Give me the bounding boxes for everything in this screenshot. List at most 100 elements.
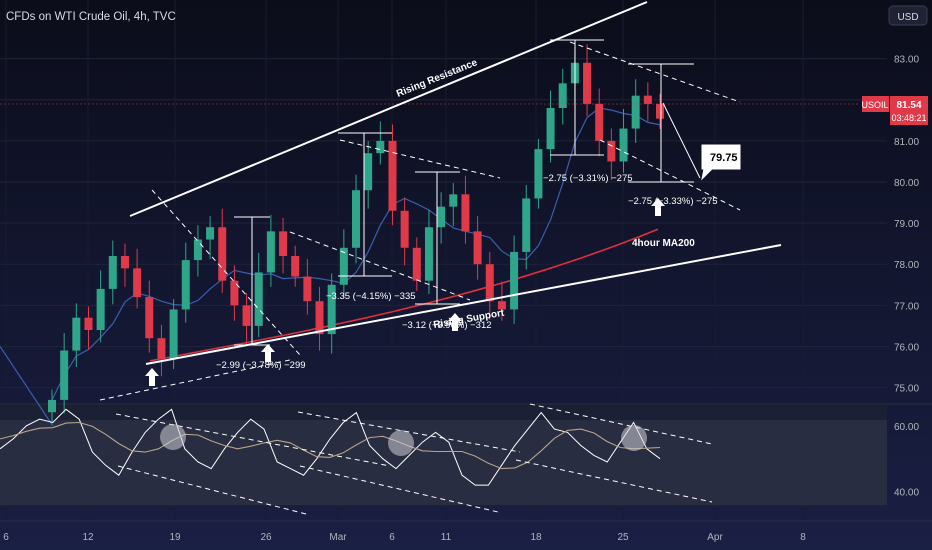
candle-body [510, 251, 519, 310]
candle-body [461, 194, 470, 232]
time-tick-label: Mar [329, 532, 347, 543]
time-tick-label: 11 [441, 532, 452, 543]
drop-label: −3.12 (−3.90%) −312 [402, 320, 492, 331]
currency-label[interactable]: USD [897, 12, 918, 23]
up-arrow-icon [261, 344, 275, 362]
time-tick-label: Apr [707, 532, 723, 543]
price-tick-label: 75.00 [894, 384, 919, 395]
price-tick-label: 81.00 [894, 137, 919, 148]
ma200-label: 4hour MA200 [632, 238, 695, 249]
candle-body [607, 140, 616, 162]
candle-body [643, 95, 652, 104]
candle-body [522, 198, 531, 252]
rsi-tick-label: 40.00 [894, 488, 919, 499]
candle-body [558, 83, 567, 108]
price-tick-label: 76.00 [894, 342, 919, 353]
time-tick-label: 6 [389, 532, 395, 543]
price-tick-label: 80.00 [894, 178, 919, 189]
up-arrow-icon [651, 198, 665, 216]
drop-label: −2.75 (−3.33%) −275 [628, 196, 718, 207]
candle-body [291, 256, 300, 277]
drop-label: −2.75 (−3.31%) −275 [543, 173, 633, 184]
candle-body [303, 276, 312, 302]
candle-body [437, 206, 446, 228]
drop-labels: −2.99 (−3.78%) −299 −3.35 (−4.15%) −335 −3… [216, 173, 718, 371]
candle-body [157, 338, 166, 359]
price-tick-label: 78.00 [894, 260, 919, 271]
candle-body [279, 231, 288, 256]
candle-body [631, 95, 640, 129]
time-tick-label: 6 [3, 532, 9, 543]
rsi-highlight-circles [160, 424, 647, 456]
rsi-band [0, 420, 887, 505]
candle-body [315, 301, 324, 335]
rsi-dashed-channels [115, 403, 713, 515]
candle-body [412, 247, 421, 281]
candle-body [60, 350, 69, 400]
price-marker-price: 81.54 [896, 100, 921, 111]
candle-body [133, 268, 142, 298]
candle-body [327, 284, 336, 335]
rsi-tick-label: 60.00 [894, 422, 919, 433]
time-tick-label: 19 [169, 532, 181, 543]
currency-button[interactable]: USD [888, 5, 928, 26]
price-marker: USOIL 81.54 03:48:21 [861, 96, 928, 125]
candle-body [583, 62, 592, 104]
candle-body [546, 108, 555, 150]
candle-body [497, 301, 506, 310]
candle-body [181, 260, 190, 310]
candle-body [242, 305, 251, 326]
up-arrow-icon [448, 313, 462, 331]
candle-body [266, 231, 275, 273]
candle-body [352, 190, 360, 248]
rsi-ma-line [0, 421, 661, 470]
time-tick-label: 25 [617, 532, 629, 543]
candle-body [595, 103, 604, 141]
rsi-axis[interactable]: 40.00 60.00 [894, 422, 919, 499]
price-marker-countdown: 03:48:21 [891, 113, 926, 123]
candle-body [388, 140, 397, 211]
time-tick-label: 8 [800, 532, 806, 543]
candle-body [376, 140, 385, 154]
candle-body [230, 280, 239, 306]
candle-body [72, 317, 81, 351]
time-tick-label: 26 [260, 532, 272, 543]
time-tick-label: 18 [530, 532, 542, 543]
candle-body [96, 288, 105, 330]
candle-body [206, 227, 215, 240]
candle-body [473, 231, 482, 265]
candle-body [424, 227, 433, 281]
candle-body [193, 239, 202, 261]
candles [48, 44, 664, 423]
candle-body [48, 399, 56, 413]
time-tick-label: 12 [82, 532, 94, 543]
candle-body [254, 272, 263, 326]
price-marker-symbol: USOIL [861, 100, 888, 110]
candle-body [169, 309, 178, 359]
rising-resistance-line [129, 1, 648, 217]
time-axis[interactable]: 6 12 19 26 Mar 6 11 18 25 Apr 8 [3, 532, 806, 543]
candle-body [84, 317, 93, 330]
drop-label: −2.99 (−3.78%) −299 [216, 360, 306, 371]
up-arrow-icon [145, 368, 159, 386]
up-arrow-icons [145, 198, 665, 386]
candle-body [120, 256, 129, 269]
candle-body [619, 128, 628, 162]
candle-body [656, 103, 664, 119]
price-tick-label: 83.00 [894, 55, 919, 66]
drop-label: −3.35 (−4.15%) −335 [326, 291, 416, 302]
measure-brackets [234, 39, 701, 346]
candle-body [534, 149, 543, 199]
candle-body [145, 297, 154, 339]
candle-body [108, 256, 117, 289]
candle-body [449, 194, 458, 207]
candle-body [339, 247, 348, 285]
price-tick-label: 77.00 [894, 301, 919, 312]
target-callout-text: 79.75 [710, 152, 738, 164]
candle-body [485, 264, 494, 302]
chart-title: CFDs on WTI Crude Oil, 4h, TVC [6, 11, 176, 23]
candle-body [364, 153, 373, 191]
target-callout: 79.75 [701, 144, 741, 181]
price-tick-label: 79.00 [894, 219, 919, 230]
